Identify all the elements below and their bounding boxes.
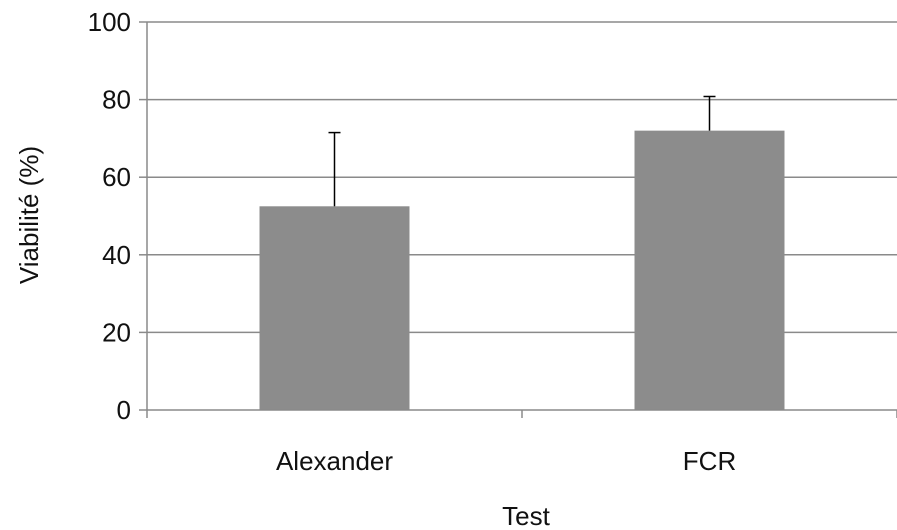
bar — [259, 206, 410, 410]
error-bars — [328, 95, 716, 207]
y-tick-label: 80 — [102, 85, 131, 115]
axes — [139, 21, 897, 418]
y-tick-label: 40 — [102, 240, 131, 270]
y-axis-title: Viabilité (%) — [14, 146, 44, 284]
y-tick-labels: 0 20 40 60 80 100 — [88, 7, 131, 425]
bars — [259, 130, 785, 410]
x-category-label: Alexander — [276, 446, 393, 476]
x-category-labels: Alexander FCR — [276, 446, 736, 476]
y-tick-label: 100 — [88, 7, 131, 37]
bar — [634, 130, 785, 410]
x-category-label: FCR — [683, 446, 736, 476]
y-tick-label: 0 — [117, 395, 131, 425]
y-tick-label: 60 — [102, 162, 131, 192]
y-tick-label: 20 — [102, 317, 131, 347]
x-axis-title: Test — [502, 501, 550, 530]
